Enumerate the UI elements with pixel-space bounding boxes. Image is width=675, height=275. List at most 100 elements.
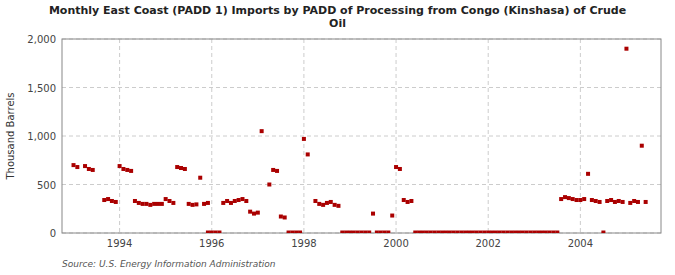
point [402,198,406,202]
x-grid-line [580,39,581,233]
x-tick-label: 1998 [291,238,316,249]
point [237,198,241,202]
point [582,197,586,201]
point [601,231,605,233]
x-grid-line [119,39,120,233]
point [521,231,525,233]
point [644,200,648,204]
x-tick-label: 2000 [383,238,408,249]
point [413,231,417,233]
point [271,168,275,172]
x-grid-line [396,39,397,233]
plot-frame [62,39,661,233]
point [283,215,287,219]
point [198,176,202,180]
point [306,152,310,156]
point [590,198,594,202]
point [409,199,413,203]
point [598,200,602,204]
point [494,231,498,233]
point [179,166,183,170]
point [552,231,556,233]
point [624,47,628,51]
point [536,231,540,233]
point [636,200,640,204]
point [75,165,79,169]
point [528,231,532,233]
point [321,203,325,207]
point [509,231,513,233]
y-tick-label: 500 [37,180,56,191]
point [183,167,187,171]
point [244,199,248,203]
point [379,231,383,233]
y-tick-label: 1,500 [27,83,56,94]
point [540,231,544,233]
point [229,201,233,205]
point [525,231,529,233]
title: Monthly East Coast (PADD 1) Imports by P… [49,4,626,30]
point [233,199,237,203]
point [91,168,95,172]
point [486,231,490,233]
x-tick-label: 1994 [107,238,132,249]
point [333,203,337,207]
y-tick-label: 2,000 [27,34,56,45]
point [567,196,571,200]
x-grid-line [488,39,489,233]
x-tick-label: 2004 [568,238,593,249]
source: Source: U.S. Energy Information Administ… [62,259,276,269]
point [421,231,425,233]
point [114,200,118,204]
point [575,198,579,202]
point [72,163,76,167]
point [317,202,321,206]
point [444,231,448,233]
point [118,164,122,168]
point [571,197,575,201]
point [455,231,459,233]
point [394,165,398,169]
point [275,169,279,173]
point [287,231,291,233]
point [206,231,210,233]
point [152,202,156,206]
y-grid-line [62,184,661,185]
point [609,198,613,202]
point [187,202,191,206]
point [302,137,306,141]
point [214,231,218,233]
point [375,231,379,233]
point [348,231,352,233]
point [578,198,582,202]
point [356,231,360,233]
point [240,197,244,201]
point [217,231,221,233]
point [206,201,210,205]
point [352,231,356,233]
point [498,231,502,233]
point [129,169,133,173]
point [386,231,390,233]
chart-svg: Monthly East Coast (PADD 1) Imports by P… [0,0,675,275]
point [471,231,475,233]
point [390,214,394,218]
point [513,231,517,233]
point [628,201,632,205]
point [463,231,467,233]
point [167,199,171,203]
point [613,200,617,204]
point [221,201,225,205]
point [617,199,621,203]
point [248,210,252,214]
point [156,202,160,206]
point [548,231,552,233]
point [367,231,371,233]
grid [62,39,661,233]
point [256,211,260,215]
point [360,231,364,233]
point [279,215,283,219]
point [425,231,429,233]
point [432,231,436,233]
point [160,202,164,206]
